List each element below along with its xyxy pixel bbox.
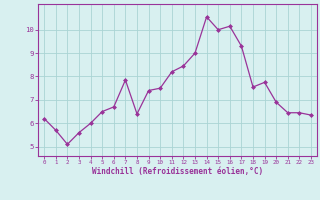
- X-axis label: Windchill (Refroidissement éolien,°C): Windchill (Refroidissement éolien,°C): [92, 167, 263, 176]
